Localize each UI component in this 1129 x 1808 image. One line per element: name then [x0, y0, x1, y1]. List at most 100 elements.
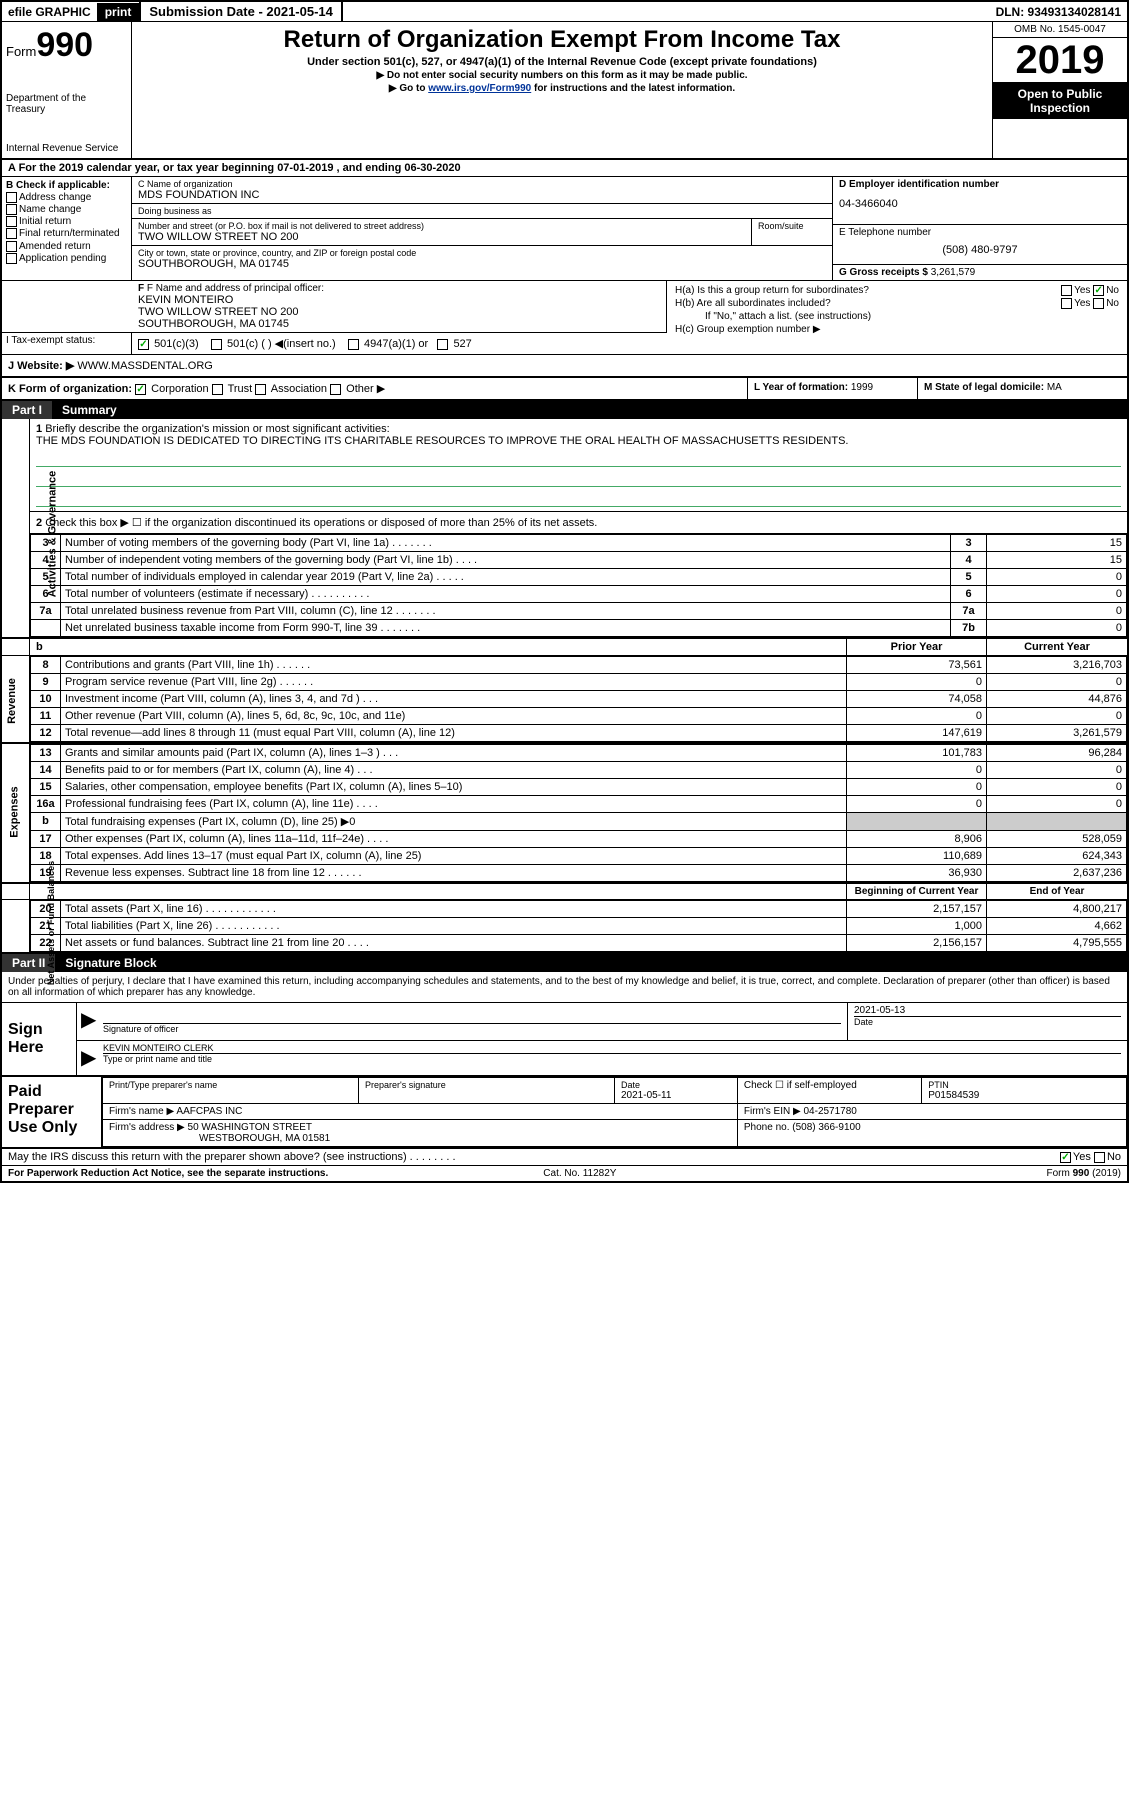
- table-row: 21Total liabilities (Part X, line 26) . …: [31, 918, 1127, 935]
- revenue-table: 8Contributions and grants (Part VIII, li…: [30, 656, 1127, 742]
- officer-printed-name: KEVIN MONTEIRO CLERK Type or print name …: [97, 1041, 1127, 1075]
- form-number: Form990: [6, 26, 127, 65]
- mission-line: [36, 473, 1121, 487]
- check-amended[interactable]: Amended return: [6, 241, 127, 252]
- check-final-return[interactable]: Final return/terminated: [6, 228, 127, 239]
- phone-box: E Telephone number (508) 480-9797: [833, 225, 1127, 265]
- row-a-tax-year: A For the 2019 calendar year, or tax yea…: [2, 160, 1127, 177]
- table-row: 4Number of independent voting members of…: [31, 552, 1127, 569]
- hb-yes[interactable]: [1061, 298, 1072, 309]
- table-row: 7aTotal unrelated business revenue from …: [31, 603, 1127, 620]
- table-row: bTotal fundraising expenses (Part IX, co…: [31, 813, 1127, 831]
- firm-phone: Phone no. (508) 366-9100: [737, 1120, 1126, 1147]
- table-row: 13Grants and similar amounts paid (Part …: [31, 745, 1127, 762]
- mission-line: [36, 453, 1121, 467]
- website-value: WWW.MASSDENTAL.ORG: [77, 360, 212, 372]
- check-trust[interactable]: [212, 384, 223, 395]
- print-button[interactable]: print: [97, 3, 140, 21]
- discuss-yes[interactable]: [1060, 1152, 1071, 1163]
- irs-link[interactable]: www.irs.gov/Form990: [428, 83, 531, 94]
- phone-value: (508) 480-9797: [839, 244, 1121, 256]
- check-other[interactable]: [330, 384, 341, 395]
- line-2: 2 Check this box ▶ ☐ if the organization…: [30, 512, 1127, 534]
- sign-here-block: Sign Here ▶ Signature of officer 2021-05…: [2, 1003, 1127, 1077]
- table-row: 6Total number of volunteers (estimate if…: [31, 586, 1127, 603]
- check-corp[interactable]: [135, 384, 146, 395]
- ptin: PTINP01584539: [922, 1078, 1127, 1104]
- paid-preparer-block: Paid Preparer Use Only Print/Type prepar…: [2, 1077, 1127, 1149]
- tax-exempt-label: I Tax-exempt status:: [2, 333, 132, 354]
- check-501c[interactable]: [211, 339, 222, 350]
- dept-treasury: Department of the Treasury: [6, 93, 127, 115]
- officer-name: KEVIN MONTEIRO: [138, 294, 660, 306]
- dba-box: Doing business as: [132, 204, 832, 219]
- table-row: 20Total assets (Part X, line 16) . . . .…: [31, 901, 1127, 918]
- activities-governance: Activities & Governance 1 Briefly descri…: [2, 419, 1127, 639]
- ha-no[interactable]: [1093, 285, 1104, 296]
- check-app-pending[interactable]: Application pending: [6, 253, 127, 264]
- address-row: Number and street (or P.O. box if mail i…: [132, 219, 832, 246]
- check-501c3[interactable]: [138, 339, 149, 350]
- balance-headers: Beginning of Current Year End of Year: [2, 884, 1127, 900]
- table-row: 10Investment income (Part VIII, column (…: [31, 691, 1127, 708]
- sign-arrow-icon: ▶: [77, 1003, 97, 1040]
- check-initial-return[interactable]: Initial return: [6, 216, 127, 227]
- street-value: TWO WILLOW STREET NO 200: [138, 231, 745, 243]
- table-row: 12Total revenue—add lines 8 through 11 (…: [31, 725, 1127, 742]
- check-4947[interactable]: [348, 339, 359, 350]
- check-527[interactable]: [437, 339, 448, 350]
- part1-header: Part I Summary: [2, 401, 1127, 419]
- part2-header: Part II Signature Block: [2, 954, 1127, 972]
- footer: For Paperwork Reduction Act Notice, see …: [2, 1166, 1127, 1181]
- officer-signature[interactable]: Signature of officer: [97, 1003, 847, 1040]
- principal-officer: F F Name and address of principal office…: [132, 281, 667, 332]
- officer-city: SOUTHBOROUGH, MA 01745: [138, 318, 660, 330]
- tax-year: 2019: [993, 38, 1127, 83]
- preparer-name: Print/Type preparer's name: [103, 1078, 359, 1104]
- year-headers: b Prior Year Current Year: [2, 639, 1127, 656]
- mission-text: THE MDS FOUNDATION IS DEDICATED TO DIREC…: [36, 435, 848, 447]
- mission-block: 1 Briefly describe the organization's mi…: [30, 419, 1127, 512]
- table-row: 22Net assets or fund balances. Subtract …: [31, 935, 1127, 952]
- firm-ein: Firm's EIN ▶ 04-2571780: [737, 1104, 1126, 1120]
- expenses-section: Expenses 13Grants and similar amounts pa…: [2, 744, 1127, 884]
- discuss-row: May the IRS discuss this return with the…: [2, 1149, 1127, 1166]
- check-assoc[interactable]: [255, 384, 266, 395]
- table-row: 11Other revenue (Part VIII, column (A), …: [31, 708, 1127, 725]
- check-address-change[interactable]: Address change: [6, 192, 127, 203]
- self-employed-check[interactable]: Check ☐ if self-employed: [737, 1078, 921, 1104]
- ha-yes[interactable]: [1061, 285, 1072, 296]
- penalty-statement: Under penalties of perjury, I declare th…: [2, 972, 1127, 1003]
- subtitle-1: Under section 501(c), 527, or 4947(a)(1)…: [140, 56, 984, 68]
- preparer-signature[interactable]: Preparer's signature: [359, 1078, 615, 1104]
- table-row: Net unrelated business taxable income fr…: [31, 620, 1127, 637]
- paperwork-notice: For Paperwork Reduction Act Notice, see …: [8, 1168, 328, 1179]
- section-b-org-info: B Check if applicable: Address change Na…: [2, 177, 1127, 281]
- table-row: 14Benefits paid to or for members (Part …: [31, 762, 1127, 779]
- table-row: 18Total expenses. Add lines 13–17 (must …: [31, 848, 1127, 865]
- check-if-applicable: B Check if applicable: Address change Na…: [2, 177, 132, 280]
- signature-date: 2021-05-13 Date: [847, 1003, 1127, 1040]
- open-to-public: Open to Public Inspection: [993, 83, 1127, 119]
- gross-receipts: G Gross receipts $ 3,261,579: [833, 265, 1127, 280]
- header-right: OMB No. 1545-0047 2019 Open to Public In…: [992, 22, 1127, 158]
- org-name: MDS FOUNDATION INC: [138, 189, 826, 201]
- vlabel-revenue: Revenue: [2, 656, 30, 742]
- org-name-box: C Name of organization MDS FOUNDATION IN…: [132, 177, 832, 204]
- governance-table: 3Number of voting members of the governi…: [30, 534, 1127, 637]
- subtitle-2: ▶ Do not enter social security numbers o…: [140, 70, 984, 81]
- submission-date: Submission Date - 2021-05-14: [139, 2, 343, 21]
- check-name-change[interactable]: Name change: [6, 204, 127, 215]
- officer-street: TWO WILLOW STREET NO 200: [138, 306, 660, 318]
- table-row: 5Total number of individuals employed in…: [31, 569, 1127, 586]
- form-ref: Form 990 (2019): [1047, 1168, 1121, 1179]
- header-left: Form990 Department of the Treasury Inter…: [2, 22, 132, 158]
- table-row: 3Number of voting members of the governi…: [31, 535, 1127, 552]
- ein-phone-col: D Employer identification number 04-3466…: [832, 177, 1127, 280]
- discuss-no[interactable]: [1094, 1152, 1105, 1163]
- k-form-org: K Form of organization: Corporation Trus…: [2, 378, 747, 399]
- revenue-section: Revenue 8Contributions and grants (Part …: [2, 656, 1127, 744]
- form-title: Return of Organization Exempt From Incom…: [140, 26, 984, 54]
- hb-no[interactable]: [1093, 298, 1104, 309]
- efile-label: efile GRAPHIC: [2, 3, 97, 21]
